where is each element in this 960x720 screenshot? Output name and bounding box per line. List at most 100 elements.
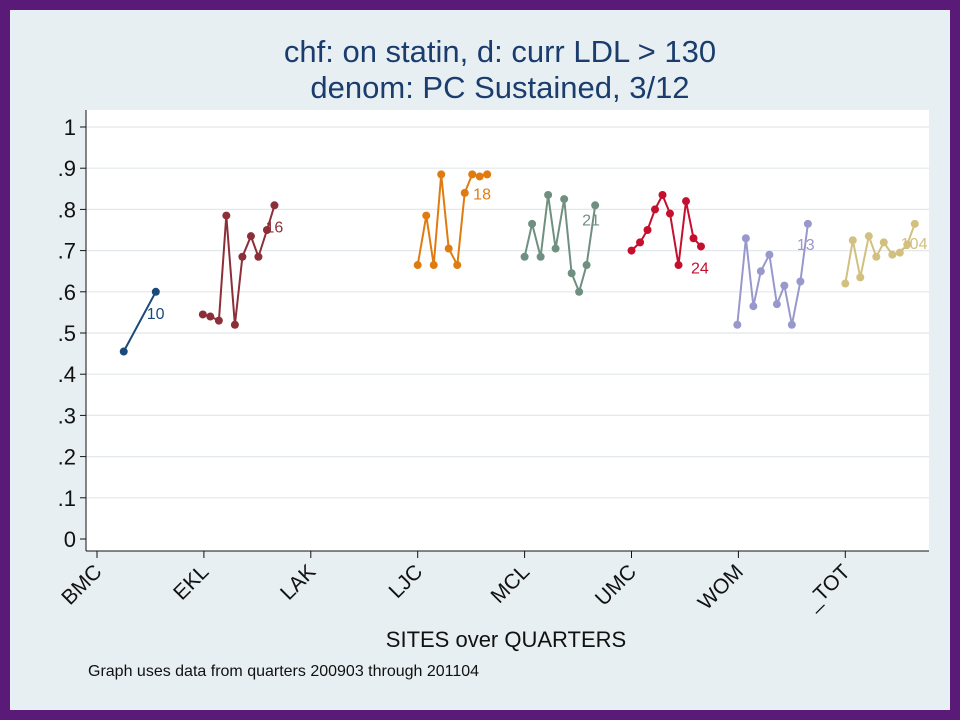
data-point xyxy=(756,267,765,276)
data-point xyxy=(658,190,667,199)
series-end-label: 104 xyxy=(901,236,928,253)
y-tick-label: .7 xyxy=(58,239,76,264)
series-tot: 104 xyxy=(841,219,928,288)
data-point xyxy=(787,320,796,329)
data-point xyxy=(879,238,888,247)
data-point xyxy=(429,261,438,270)
y-tick-label: .6 xyxy=(58,280,76,305)
data-point xyxy=(575,287,584,296)
data-point xyxy=(468,170,477,179)
data-point xyxy=(254,252,263,261)
data-point xyxy=(230,320,239,329)
data-point xyxy=(483,170,492,179)
data-point xyxy=(544,190,553,199)
data-point xyxy=(206,312,215,321)
series-line xyxy=(844,223,916,284)
data-point xyxy=(674,261,683,270)
series-ekl: 16 xyxy=(198,201,283,329)
data-point xyxy=(749,302,758,311)
series-line xyxy=(630,192,702,266)
data-point xyxy=(238,252,247,261)
data-point xyxy=(872,252,881,261)
data-point xyxy=(903,240,912,249)
series-mcl: 21 xyxy=(520,190,600,296)
data-point xyxy=(772,300,781,309)
data-point xyxy=(665,209,674,218)
data-point xyxy=(119,347,128,356)
plot-area xyxy=(86,110,929,551)
data-point xyxy=(651,205,660,214)
y-tick-label: .5 xyxy=(58,321,76,346)
chart-frame: chf: on statin, d: curr LDL > 130 denom:… xyxy=(10,10,950,710)
series-line xyxy=(202,205,276,325)
y-tick-label: .3 xyxy=(58,403,76,428)
data-point xyxy=(910,219,919,228)
series-group: 10 16 18 21 24 13 104 xyxy=(119,170,928,356)
x-axis-title: SITES over QUARTERS xyxy=(386,627,626,652)
series-end-label: 18 xyxy=(473,186,491,203)
data-point xyxy=(848,236,857,245)
x-tick-label: EKL xyxy=(169,560,213,604)
data-point xyxy=(422,211,431,220)
data-point xyxy=(582,261,591,270)
y-tick-label: .2 xyxy=(58,445,76,470)
data-point xyxy=(895,248,904,257)
series-ljc: 18 xyxy=(413,170,492,270)
x-tick-label: _TOT xyxy=(800,560,855,615)
y-tick-label: .1 xyxy=(58,486,76,511)
data-point xyxy=(682,197,691,206)
data-point xyxy=(560,195,569,204)
series-line xyxy=(523,194,597,295)
x-tick-label: LAK xyxy=(276,560,320,604)
y-tick-label: .9 xyxy=(58,156,76,181)
series-umc: 24 xyxy=(627,190,709,277)
data-point xyxy=(444,244,453,253)
data-point xyxy=(689,234,698,243)
series-wom: 13 xyxy=(733,219,815,329)
data-point xyxy=(643,226,652,234)
data-point xyxy=(888,250,897,259)
series-end-label: 13 xyxy=(797,237,815,254)
data-point xyxy=(780,281,789,290)
series-line xyxy=(736,223,809,325)
data-point xyxy=(262,226,271,234)
data-point xyxy=(198,310,207,319)
axes xyxy=(80,110,929,558)
data-point xyxy=(460,188,469,197)
data-point xyxy=(765,250,774,259)
data-point xyxy=(222,211,231,220)
series-end-label: 21 xyxy=(582,212,600,229)
chart-title-line-2: denom: PC Sustained, 3/12 xyxy=(310,70,689,105)
data-point xyxy=(741,234,750,243)
gridlines xyxy=(86,126,929,499)
data-point xyxy=(214,316,223,325)
data-point xyxy=(520,252,529,261)
data-point xyxy=(627,246,636,255)
data-point xyxy=(246,232,255,241)
chart-note: Graph uses data from quarters 200903 thr… xyxy=(88,663,479,680)
y-tick-label: .8 xyxy=(58,197,76,222)
x-tick-label: UMC xyxy=(591,560,641,610)
data-point xyxy=(856,273,865,282)
data-point xyxy=(636,238,645,247)
data-point xyxy=(536,252,545,261)
data-point xyxy=(270,201,279,210)
data-point xyxy=(864,232,873,241)
data-point xyxy=(733,320,742,329)
data-point xyxy=(413,261,422,270)
data-point xyxy=(841,279,850,288)
data-point xyxy=(696,242,705,251)
data-point xyxy=(796,277,805,286)
data-point xyxy=(151,287,160,296)
data-point xyxy=(591,201,600,210)
series-end-label: 10 xyxy=(147,306,165,323)
x-tick-label: WOM xyxy=(694,560,748,614)
series-end-label: 24 xyxy=(691,260,709,277)
x-tick-label: LJC xyxy=(385,560,428,603)
line-chart: chf: on statin, d: curr LDL > 130 denom:… xyxy=(57,34,929,680)
data-point xyxy=(453,261,462,270)
x-tick-label: MCL xyxy=(487,560,535,608)
series-end-label: 16 xyxy=(265,219,283,236)
data-point xyxy=(528,219,537,228)
chart-title-line-1: chf: on statin, d: curr LDL > 130 xyxy=(284,34,716,69)
